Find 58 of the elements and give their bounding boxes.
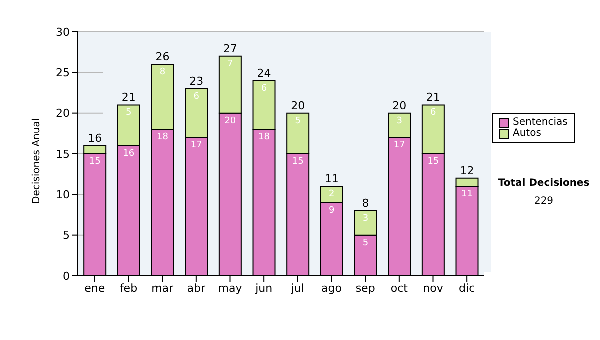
y-tick-label: 30 [56,26,70,39]
data-label: 17 [394,140,406,151]
x-tick-label: feb [120,282,138,295]
x-tick-label: nov [423,282,444,295]
data-label: 17 [190,140,202,151]
x-tick-label: sep [356,282,376,295]
x-tick-label: may [218,282,243,295]
data-label: 15 [292,157,304,167]
total-label: 24 [257,66,272,80]
data-label: 15 [89,157,101,167]
text: 229 [533,196,555,207]
total-label: 21 [426,91,440,104]
data-label: 5 [362,238,369,248]
data-label: 3 [362,214,369,224]
total-label: 27 [223,42,238,56]
data-label: 15 [428,157,440,167]
data-label: 5 [295,116,301,126]
text: Total Decisiones [497,178,591,189]
total-label: 8 [362,196,370,210]
y-tick-label: 25 [56,66,70,80]
data-label: 7 [228,59,234,70]
data-label: 6 [194,92,200,102]
data-label: 5 [126,108,132,118]
data-label: 20 [224,116,236,126]
y-tick-label: 20 [56,107,70,120]
total-label: 20 [392,99,407,112]
total-label: 20 [291,99,306,112]
y-tick-label: 0 [63,270,70,283]
data-label: 6 [430,108,437,118]
total-label: 11 [324,172,339,186]
y-tick-label: 15 [56,148,70,161]
data-label: 16 [123,148,135,159]
legend-label: Autos [513,128,542,139]
legend-label: Sentencias [513,117,568,128]
x-tick-label: abr [187,282,206,295]
y-axis-title: Decisiones Anual [32,118,43,204]
x-tick-label: ene [84,282,106,295]
total-label: 23 [190,74,204,88]
data-label: 18 [157,132,169,143]
data-label: 11 [462,190,473,200]
y-tick-label: 5 [63,229,70,242]
data-label: 3 [396,116,402,126]
x-tick-label: ago [322,282,342,295]
x-tick-label: oct [390,282,409,295]
total-label: 21 [122,91,136,104]
data-label: 8 [160,68,166,78]
total-label: 16 [88,132,102,145]
x-tick-label: dic [459,282,476,295]
total-label: 26 [156,50,170,64]
x-tick-label: mar [152,282,174,295]
data-label: 18 [258,132,270,143]
total-label: 12 [460,164,474,178]
data-label: 2 [329,190,335,200]
data-label: 9 [329,206,336,216]
x-tick-label: jun [254,282,273,295]
y-tick-label: 10 [56,188,70,202]
x-tick-label: jul [290,282,304,295]
data-label: 6 [261,84,268,94]
